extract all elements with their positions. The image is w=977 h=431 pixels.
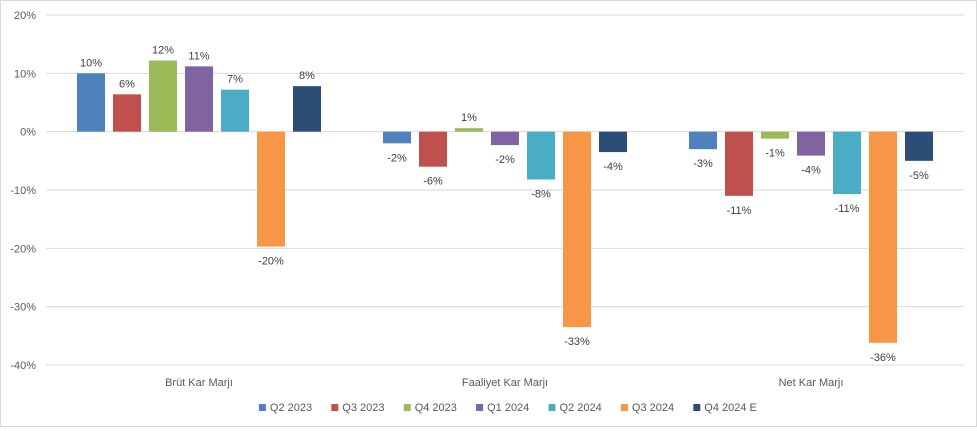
- bar: [833, 131, 861, 195]
- data-label: -11%: [727, 205, 752, 217]
- y-tick-label: -30%: [10, 302, 36, 314]
- data-label: 6%: [119, 78, 135, 90]
- y-tick-label: -20%: [10, 243, 36, 255]
- data-label: -5%: [909, 170, 929, 182]
- bar: [689, 131, 717, 150]
- legend-swatch: [476, 404, 484, 411]
- y-tick-label: 10%: [14, 68, 36, 80]
- y-tick-label: 0%: [20, 127, 36, 139]
- bar: [293, 86, 321, 132]
- bar: [113, 94, 141, 132]
- bar: [599, 131, 627, 153]
- bar: [419, 131, 447, 167]
- bar: [869, 131, 897, 343]
- data-label: -2%: [387, 152, 407, 164]
- legend-label: Q2 2023: [270, 402, 312, 414]
- y-tick-label: -40%: [10, 360, 36, 372]
- data-label: 1%: [461, 112, 477, 124]
- bar: [383, 131, 411, 144]
- data-label: -4%: [801, 165, 821, 177]
- bar: [455, 128, 483, 132]
- category-label: Net Kar Marjı: [779, 377, 844, 389]
- legend-swatch: [620, 404, 628, 411]
- data-label: -2%: [495, 154, 515, 166]
- x-axis: Brüt Kar Marjı Faaliyet Kar Marjı Net Kar …: [165, 377, 843, 389]
- legend-swatch: [548, 404, 556, 411]
- category-label: Brüt Kar Marjı: [165, 377, 233, 389]
- data-label: 8%: [299, 70, 315, 82]
- bar: [797, 131, 825, 156]
- y-tick-label: 20%: [14, 10, 36, 22]
- legend-label: Q1 2024: [487, 402, 529, 414]
- legend-label: Q4 2023: [415, 402, 457, 414]
- y-tick-label: -10%: [10, 185, 36, 197]
- bar: [761, 131, 789, 139]
- data-label: -1%: [765, 148, 785, 160]
- data-label: -20%: [258, 256, 284, 268]
- data-label: 10%: [80, 57, 102, 69]
- legend-swatch: [331, 404, 339, 411]
- data-label: -11%: [835, 203, 860, 215]
- legend-swatch: [403, 404, 411, 411]
- data-label: -8%: [531, 189, 551, 201]
- gridlines: [46, 14, 964, 366]
- legend-label: Q2 2024: [560, 402, 602, 414]
- data-label: 12%: [152, 45, 174, 57]
- data-label: 7%: [227, 74, 243, 86]
- bar: [185, 66, 213, 132]
- bar: [527, 131, 555, 180]
- legend: Q2 2023 Q3 2023 Q4 2023 Q1 2024 Q2 2024 Q3 20…: [258, 402, 757, 414]
- legend-label: Q4 2024 E: [704, 402, 757, 414]
- data-label: -4%: [603, 161, 623, 173]
- legend-swatch: [693, 404, 701, 411]
- bar: [491, 131, 519, 146]
- data-label: -6%: [423, 176, 443, 188]
- legend-swatch: [258, 404, 266, 411]
- legend-label: Q3 2024: [632, 402, 674, 414]
- bar: [221, 89, 249, 132]
- data-label: 11%: [188, 50, 209, 62]
- data-label: -3%: [693, 158, 713, 170]
- bar: [905, 131, 933, 161]
- category-label: Faaliyet Kar Marjı: [462, 377, 548, 389]
- bar: [77, 73, 105, 132]
- bar: [563, 131, 591, 328]
- bar: [149, 60, 177, 132]
- bar: [257, 131, 285, 247]
- bars: [77, 60, 933, 343]
- data-label: -36%: [870, 352, 896, 364]
- legend-label: Q3 2023: [342, 402, 384, 414]
- data-labels: 10% 6% 12% 11% 7% -20% 8% -2% -6% 1% -2% -8% -33% -4%…: [80, 45, 929, 364]
- data-label: -33%: [564, 336, 590, 348]
- bar: [725, 131, 753, 196]
- y-axis: 20% 10% 0% -10% -20% -30% -40%: [10, 10, 36, 372]
